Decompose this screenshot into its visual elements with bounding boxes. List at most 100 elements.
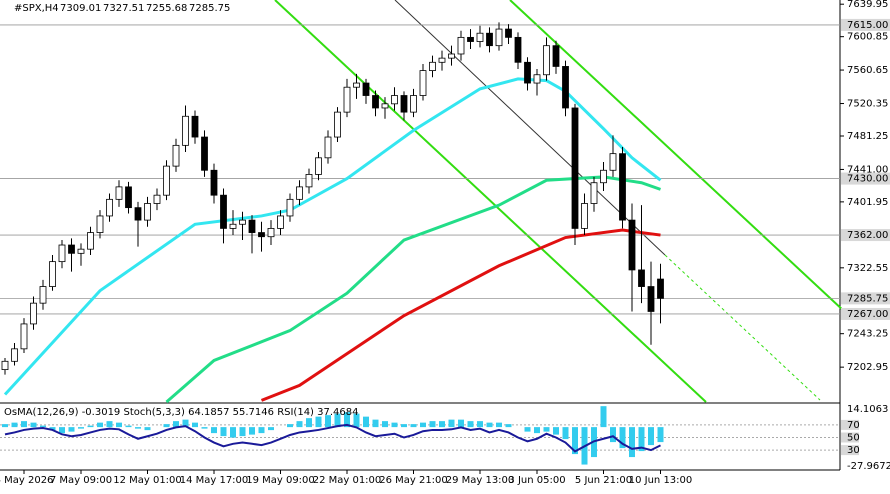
osma-bar [268,427,274,431]
price-level-label: 7430.00 [847,174,888,185]
candle-body [144,203,151,221]
osma-bar [401,424,407,428]
osma-bar [629,427,635,458]
osma-bar [543,427,550,432]
candle-body [486,32,493,47]
candle-body [400,95,408,113]
candle-body [571,107,579,229]
osma-bar [125,425,132,428]
candle-body [77,248,85,254]
osma-bar [182,419,189,428]
candle-body [220,194,227,229]
candle-body [448,53,455,59]
moving-average [3,77,662,396]
candle-body [647,286,655,312]
osma-bar [201,427,208,429]
candle-body [153,194,161,204]
osma-bar [334,413,341,428]
osma-bar [534,427,540,434]
x-tick-label: 12 May 01:00 [113,475,182,486]
current-price-label: 7285.75 [847,293,888,304]
candle-body [505,28,512,38]
candle-body [657,278,664,299]
osma-bar [325,415,331,428]
osma-bar [477,421,483,428]
osc-level-box [841,419,859,430]
candle-body [58,244,66,263]
osma-bar [239,427,246,437]
candle-body [391,95,398,105]
x-tick-label: 5 Jun 21:00 [575,475,632,486]
price-level-label: 7615.00 [847,20,888,31]
candle-body [39,286,47,304]
y-tick-label: 7322.55 [847,263,888,274]
candle-body [619,153,626,221]
candle-body [134,207,142,221]
low: 7255.68 [146,3,187,14]
candle-body [514,36,522,63]
candle-body [163,165,170,196]
osma-bar [258,427,265,434]
osma-bar [287,424,293,428]
y-tick-label: 7481.25 [847,131,888,142]
osma-bar [220,427,227,437]
osma-bar [600,406,607,428]
candle-body [182,115,189,146]
osc-level-box [841,432,859,443]
osma-bar [116,422,122,428]
y-tick-label: 7243.25 [847,329,888,340]
candle-body [267,228,275,238]
y-tick-label: 7600.85 [847,32,888,43]
osma-bar [439,421,445,428]
osma-bar [420,422,426,428]
candle-body [239,219,246,225]
osma-bar [562,427,569,440]
osma-bar [429,421,436,428]
x-tick-label: 22 May 01:00 [313,475,382,486]
candle-body [410,95,417,113]
osma-bar [11,422,18,428]
moving-average [260,228,661,402]
osma-bar [296,421,303,428]
candle-body [286,198,294,217]
price-level-box [841,229,890,242]
osma-bar [344,412,350,428]
osma-bar [59,427,65,434]
osc-level-box [841,445,859,456]
x-tick-label: 19 May 09:00 [246,475,315,486]
osma-bar [21,421,27,428]
candle-body [372,95,379,109]
osc-level-label: 30 [847,445,860,456]
price-level-label: 7267.00 [847,309,888,320]
osma-bar [410,424,417,428]
osma-bar [211,427,217,434]
y-tick-label: 7202.95 [847,362,888,373]
osma-bar [40,425,46,428]
candle-body [419,70,427,96]
x-tick-label: 14 May 17:00 [180,475,249,486]
osma-bar [572,427,578,455]
channel-line [274,0,707,403]
osma-bar [619,427,626,449]
price-level-label: 7362.00 [847,230,888,241]
candle-body [115,186,123,200]
osma-bar [249,427,255,435]
osma-bar [49,427,56,431]
candle-body [11,348,18,362]
osma-bar [382,421,388,428]
candle-body [429,61,436,71]
candle-body [609,153,617,171]
price-level-box [841,18,890,31]
y-tick-label: 7401.95 [847,197,888,208]
candle-body [258,232,265,238]
osc-level-label: 50 [847,433,860,444]
osma-bar [505,424,512,428]
indicator-title: OsMA(12,26,9) -0.3019 Stoch(5,3,3) 64.18… [4,407,359,418]
candle-body [30,302,37,325]
candle-body [20,323,28,350]
osma-bar [496,422,502,428]
osma-bar [78,427,84,429]
osma-bar [553,427,559,435]
candle-body [495,28,503,47]
